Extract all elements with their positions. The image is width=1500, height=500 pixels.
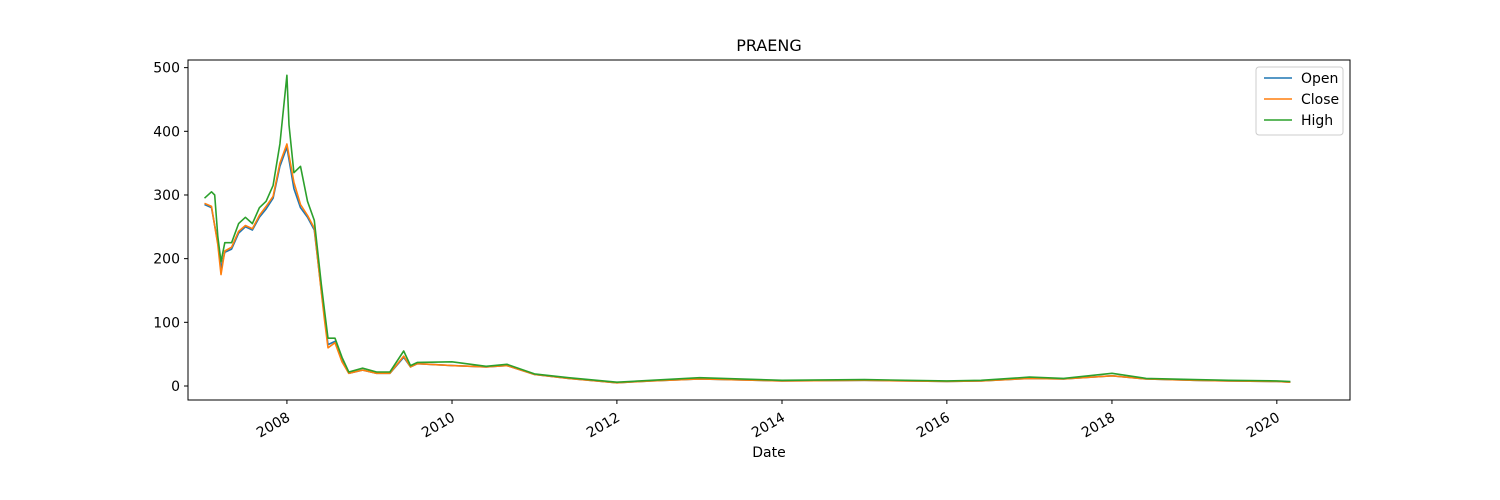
y-tick-label: 0 [171, 379, 180, 395]
legend-label-close: Close [1301, 92, 1339, 108]
chart-title: PRAENG [736, 36, 802, 55]
plot-frame [187, 59, 1351, 401]
x-tick-label: 2010 [419, 410, 458, 442]
x-tick-label: 2012 [584, 410, 623, 442]
legend-label-open: Open [1301, 71, 1338, 87]
plot-area [188, 60, 1350, 400]
y-tick-label: 100 [153, 315, 180, 331]
x-tick-label: 2014 [749, 410, 788, 442]
series-layer [203, 74, 1291, 384]
y-tick-label: 400 [153, 124, 180, 140]
y-tick-label: 200 [153, 252, 180, 268]
legend-label-high: High [1301, 113, 1333, 129]
legend-box [1255, 66, 1344, 136]
series-line-high [203, 74, 1291, 383]
x-axis-title: Date [752, 445, 785, 461]
x-tick-label: 2016 [914, 410, 953, 442]
x-tick-label: 2020 [1244, 410, 1283, 442]
x-tick-label: 2008 [254, 410, 293, 442]
x-tick-label: 2018 [1079, 410, 1118, 442]
y-tick-label: 300 [153, 188, 180, 204]
y-tick-label: 500 [153, 61, 180, 77]
legend: Open Close High [1255, 66, 1344, 136]
